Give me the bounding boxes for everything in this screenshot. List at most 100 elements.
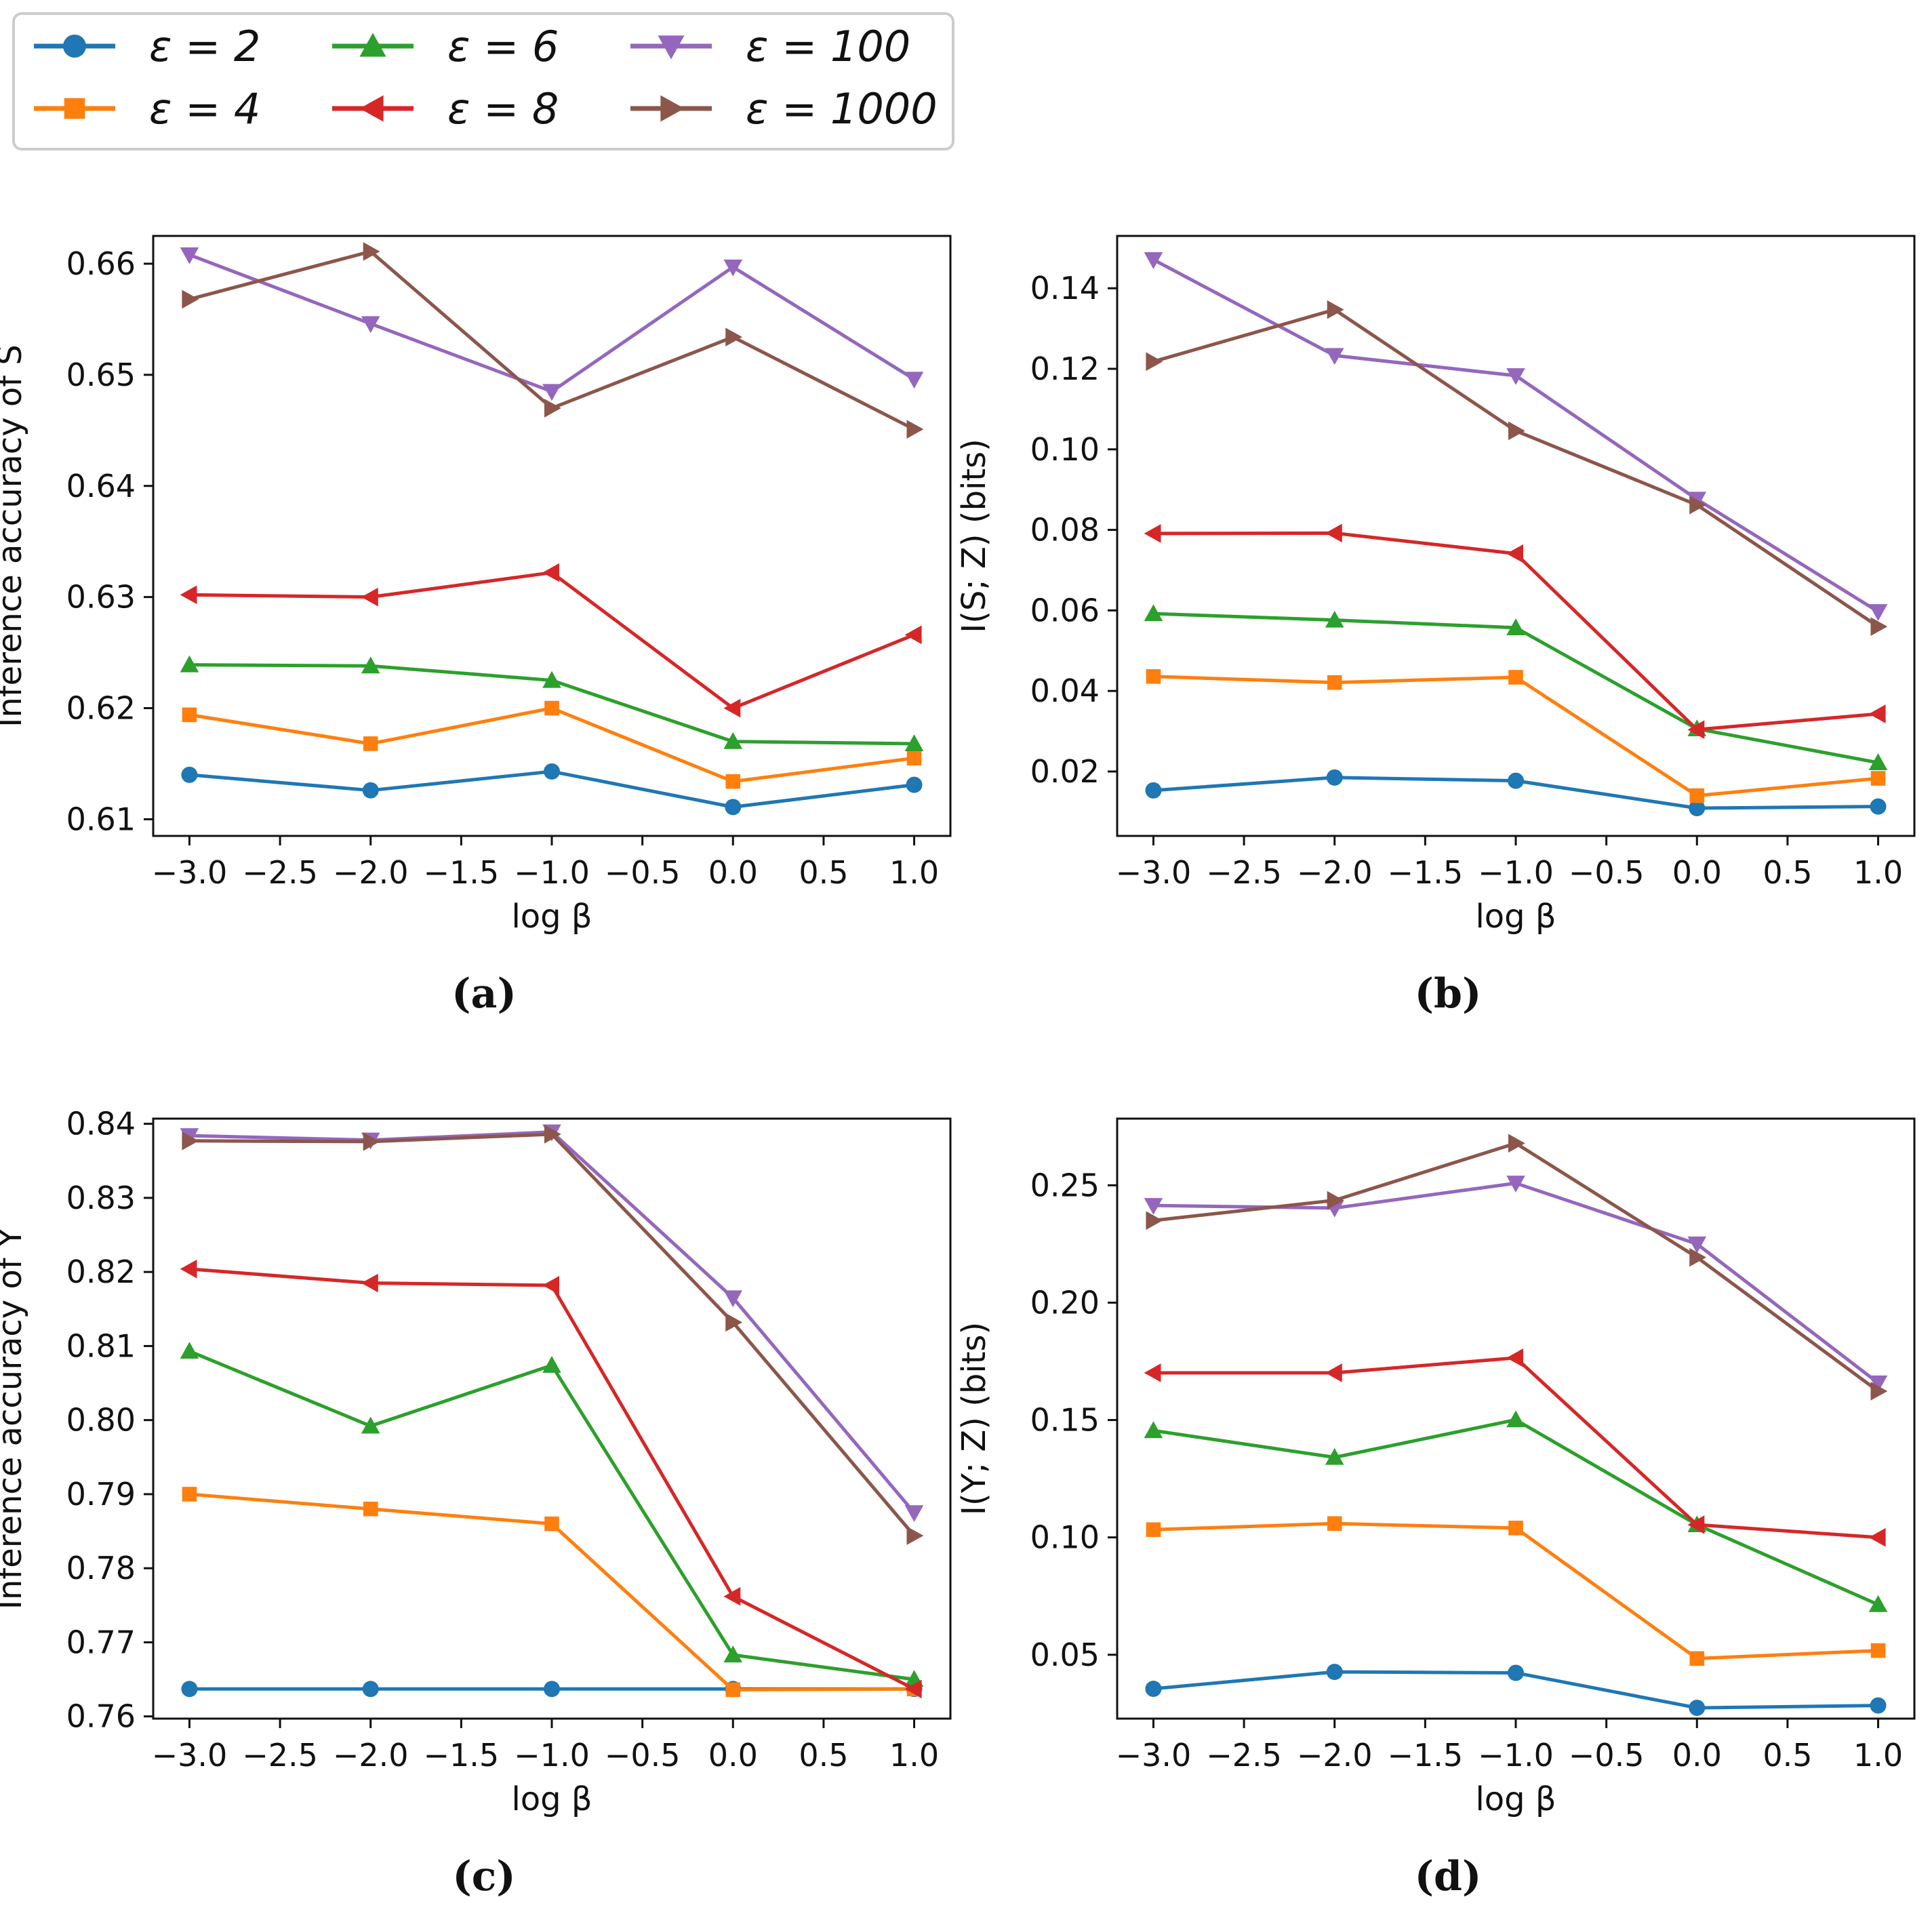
data-point (180, 585, 197, 605)
y-tick-label: 0.76 (66, 1698, 136, 1735)
data-point (904, 734, 924, 752)
data-point (542, 1276, 560, 1295)
x-tick-label: −3.0 (152, 854, 228, 891)
y-tick-label: 0.20 (1030, 1284, 1100, 1321)
series-3 (1144, 523, 1886, 739)
data-point (181, 766, 198, 783)
y-tick-label: 0.62 (66, 690, 136, 727)
legend-marker (64, 98, 85, 119)
data-point (1325, 348, 1344, 365)
series-0 (181, 763, 923, 816)
series-3 (180, 563, 922, 718)
x-tick-label: 1.0 (1853, 1737, 1903, 1774)
series-2 (180, 655, 924, 752)
data-point (361, 316, 380, 334)
y-tick-label: 0.14 (1030, 270, 1100, 306)
x-tick-label: −2.5 (1206, 1737, 1282, 1774)
legend-label: ε = 100 (746, 22, 910, 71)
data-point (906, 1526, 924, 1545)
data-point (1687, 720, 1705, 739)
x-tick-label: 1.0 (889, 854, 939, 891)
data-point (906, 776, 923, 793)
data-point (1870, 798, 1887, 815)
data-point (363, 1132, 380, 1151)
panels: −3.0 −2.5 −2.0 −1.5 −1.0 −0.5 0.0 0.5 1.0 0.61 0.6… (0, 235, 1916, 1900)
x-tick-label: −0.5 (1569, 1737, 1645, 1774)
data-point (1508, 1134, 1525, 1153)
data-point (725, 774, 741, 789)
data-point (361, 587, 378, 607)
data-point (1689, 1247, 1707, 1267)
y-tick-label: 0.78 (66, 1550, 136, 1586)
legend-label: ε = 2 (149, 22, 260, 71)
data-point (1506, 618, 1525, 635)
series-5 (1146, 1134, 1888, 1401)
data-point (723, 1586, 741, 1606)
data-point (542, 384, 561, 401)
y-tick-label: 0.82 (66, 1254, 136, 1290)
x-tick-label: −1.5 (424, 854, 500, 891)
data-point (1146, 1522, 1161, 1538)
x-tick-label: −2.5 (1206, 854, 1282, 891)
data-point (180, 1259, 197, 1279)
data-point (542, 1356, 561, 1373)
panel-a: −3.0 −2.5 −2.0 −1.5 −1.0 −0.5 0.0 0.5 1.0 0.61 0.6… (0, 235, 952, 1018)
x-tick-label: −2.5 (242, 1737, 318, 1774)
y-axis-label: Inference accuracy of S (0, 344, 29, 727)
y-tick-label: 0.84 (66, 1106, 136, 1142)
y-tick-label: 0.06 (1030, 592, 1100, 628)
y-tick-label: 0.25 (1030, 1167, 1100, 1203)
panel-b: −3.0 −2.5 −2.0 −1.5 −1.0 −0.5 0.0 0.5 1.0 0.02 0.0… (955, 235, 1916, 1018)
legend: ε = 2 ε = 4 ε = 6 ε = 8 ε = 100 ε = 1000 (12, 12, 954, 151)
data-point (723, 1645, 743, 1663)
data-point (723, 732, 743, 749)
data-point (181, 1681, 198, 1698)
data-point (542, 563, 560, 582)
data-point (725, 799, 742, 816)
series-4 (1144, 252, 1888, 621)
data-point (723, 1290, 743, 1308)
series-2 (1144, 604, 1888, 770)
data-point (362, 1681, 379, 1698)
series-3 (1144, 1348, 1886, 1547)
data-point (182, 1487, 197, 1502)
data-point (904, 372, 924, 389)
y-tick-label: 0.08 (1030, 512, 1100, 548)
x-tick-label: −0.5 (605, 1737, 681, 1774)
data-point (1506, 1176, 1525, 1193)
data-point (725, 327, 743, 346)
x-tick-label: −1.5 (1388, 854, 1464, 891)
y-tick-label: 0.64 (66, 468, 136, 504)
y-tick-label: 0.04 (1030, 673, 1100, 709)
data-point (1327, 675, 1342, 690)
legend-frame (12, 12, 954, 151)
data-point (1868, 1375, 1888, 1393)
data-point (363, 1501, 378, 1517)
data-point (363, 736, 378, 751)
data-point (1689, 800, 1706, 817)
legend-marker (359, 95, 384, 122)
data-point (1325, 523, 1342, 543)
data-point (906, 750, 922, 766)
data-point (1689, 495, 1707, 515)
legend-entry: ε = 1000 (630, 84, 938, 134)
legend-label: ε = 1000 (746, 84, 938, 134)
x-tick-label: −3.0 (1116, 1737, 1192, 1774)
x-tick-label: 0.5 (799, 1737, 848, 1774)
x-tick-label: −1.0 (1478, 854, 1554, 891)
data-point (1868, 1527, 1886, 1547)
data-point (361, 1273, 378, 1293)
data-point (1327, 300, 1344, 319)
x-tick-label: 0.0 (708, 1737, 758, 1774)
series-4 (180, 1124, 924, 1523)
x-tick-label: −0.5 (1569, 854, 1645, 891)
series-5 (182, 242, 924, 439)
legend-label: ε = 6 (447, 22, 559, 71)
data-point (1689, 1651, 1705, 1666)
y-tick-label: 0.15 (1030, 1402, 1100, 1439)
data-point (906, 420, 924, 439)
x-tick-label: −2.0 (1297, 854, 1373, 891)
data-point (1868, 1595, 1888, 1612)
data-point (182, 707, 197, 723)
data-point (1144, 1421, 1163, 1439)
